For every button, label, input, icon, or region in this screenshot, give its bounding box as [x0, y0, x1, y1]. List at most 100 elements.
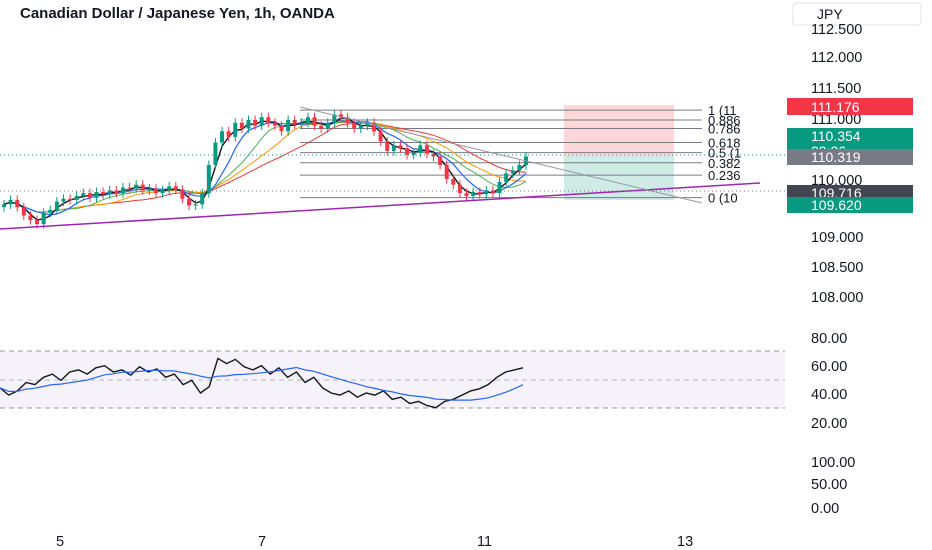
candle-body — [220, 131, 225, 143]
candle-body — [140, 184, 145, 191]
price-axis[interactable]: 112.500 112.000 111.500 111.000 110.000 … — [811, 22, 863, 306]
take-profit-zone[interactable] — [564, 156, 674, 200]
candle-body — [292, 120, 297, 125]
fib-level-label: 0.618 — [708, 136, 741, 151]
candle-body — [15, 199, 20, 208]
candle-body — [74, 195, 79, 200]
candle-body — [451, 179, 456, 185]
time-tick: 13 — [677, 534, 693, 550]
ascending-trendline[interactable] — [0, 182, 761, 230]
candle-body — [391, 145, 396, 151]
candle-body — [213, 142, 218, 165]
candle-body — [147, 188, 152, 191]
price-tick: 111.000 — [811, 112, 861, 128]
lower-pane-axis[interactable]: 100.00 50.00 0.00 — [811, 455, 855, 517]
price-tick: 109.000 — [811, 230, 863, 246]
candle-body — [8, 199, 13, 205]
candle-body — [510, 170, 515, 174]
candle-body — [61, 198, 66, 202]
time-axis[interactable]: 5 7 11 13 — [56, 534, 693, 550]
price-tag-entry — [787, 149, 913, 165]
candle-body — [153, 188, 158, 194]
rsi-ma-line — [0, 366, 524, 401]
candle-body — [332, 114, 337, 123]
candle-body — [253, 120, 258, 126]
candle-body — [48, 210, 53, 213]
candle-body — [167, 186, 172, 191]
candle-body — [471, 192, 476, 196]
candle-body — [28, 215, 33, 221]
candle-body — [239, 122, 244, 129]
fib-level-label: 0.5 (1 — [708, 146, 741, 161]
price-tick: 111.500 — [811, 81, 861, 97]
rsi-axis[interactable]: 80.00 60.00 40.00 20.00 — [811, 331, 847, 432]
fib-level-label: 1 (11 — [708, 103, 737, 118]
candle-body — [173, 186, 178, 190]
candle-body — [372, 122, 377, 132]
price-tick: 108.500 — [811, 260, 863, 276]
candle-body — [477, 192, 482, 195]
candle-body — [497, 181, 502, 194]
time-tick: 11 — [477, 534, 492, 550]
candle-body — [246, 120, 251, 129]
candle-body — [319, 125, 324, 129]
candle-body — [94, 192, 99, 198]
candle-body — [120, 187, 125, 194]
price-tags: 111.176 110.354 22:26 110.319 109.716 10… — [787, 98, 913, 213]
price-tick: 112.000 — [811, 50, 862, 66]
candle-body — [312, 117, 317, 126]
rsi-line — [0, 357, 524, 409]
candle-body — [325, 122, 330, 129]
candle-body — [21, 207, 26, 216]
ma-mid-line — [3, 121, 526, 213]
candle-body — [444, 165, 449, 180]
candle-body — [81, 193, 86, 196]
fib-level-label: 0.786 — [708, 121, 741, 136]
candle-body — [54, 201, 59, 210]
time-tick: 7 — [258, 534, 266, 550]
candle-body — [438, 156, 443, 165]
candle-body — [431, 153, 436, 157]
candle-body — [490, 190, 495, 194]
candle-body — [405, 148, 410, 155]
chart-title: Canadian Dollar / Japanese Yen, 1h, OAND… — [20, 5, 335, 22]
candle-body — [107, 190, 112, 195]
candle-body — [127, 187, 132, 189]
price-tag-stop — [787, 98, 913, 115]
candle-body — [504, 173, 509, 182]
candle-body — [279, 125, 284, 132]
candle-body — [187, 198, 192, 206]
fib-level-label: 0 (10 — [708, 191, 738, 206]
stop-loss-zone[interactable] — [564, 105, 674, 156]
ma-green-line — [3, 121, 527, 213]
candle-body — [418, 145, 423, 153]
candle-body — [101, 192, 106, 195]
candle-body — [517, 165, 522, 171]
candle-body — [2, 204, 6, 208]
currency-box[interactable] — [792, 2, 922, 26]
candle-body — [41, 212, 46, 225]
candle-body — [206, 165, 211, 194]
candle-body — [68, 198, 73, 200]
candle-body — [305, 117, 310, 123]
candle-body — [259, 117, 264, 126]
time-tick: 5 — [56, 534, 64, 550]
price-tag-entry-text: 110.319 — [811, 149, 861, 165]
candle-body — [352, 122, 357, 129]
candle-body — [200, 193, 205, 205]
price-tag-stop-text: 111.176 — [811, 99, 860, 115]
lower-tick: 50.00 — [811, 477, 847, 493]
candle-body — [233, 122, 238, 137]
price-tag-target-text: 109.620 — [811, 197, 862, 213]
candle-body — [87, 193, 92, 198]
candlesticks — [2, 109, 528, 229]
lower-tick: 0.00 — [811, 501, 839, 517]
candle-body — [272, 122, 277, 126]
fib-level-label: 0.382 — [708, 156, 741, 171]
candle-body — [411, 152, 416, 155]
candle-body — [365, 122, 370, 126]
candle-body — [35, 220, 40, 225]
candle-body — [385, 141, 390, 151]
